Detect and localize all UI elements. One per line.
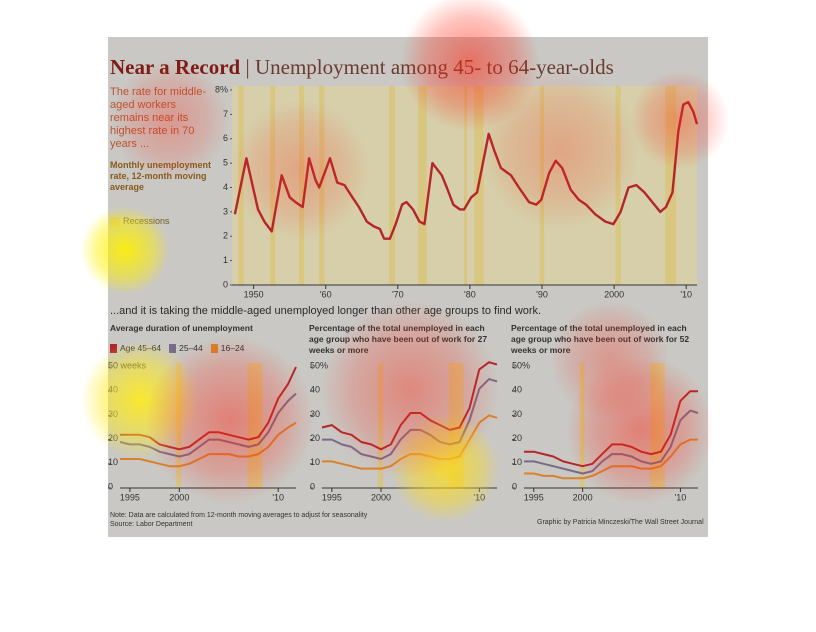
recession-band (247, 363, 263, 488)
recession-band (650, 363, 665, 488)
recession-legend: Recessions (110, 216, 170, 227)
y-tick-label: 1 (223, 255, 228, 265)
y-tick-label: 10 (512, 457, 522, 467)
y-tick-label: 0 (512, 481, 517, 491)
x-tick-label: '10 (473, 492, 485, 502)
legend-swatch (110, 216, 120, 227)
legend-label: Recessions (123, 216, 170, 226)
x-tick-label: 2000 (371, 492, 391, 502)
chart-title: Average duration of unemployment (110, 323, 253, 333)
y-tick-label: 30 (108, 409, 118, 419)
y-tick-label: 0 (310, 481, 315, 491)
recession-band (615, 86, 621, 285)
y-tick-label: 6 (223, 133, 228, 143)
subtitle: Unemployment among 45- to 64-year-olds (254, 55, 614, 79)
x-tick-label: 1950 (244, 289, 264, 299)
recession-band (665, 86, 677, 285)
legend-swatch (169, 344, 177, 354)
y-tick-label: 20 (512, 433, 522, 443)
data-line (322, 378, 498, 460)
legend-swatch (110, 344, 117, 354)
data-line (120, 366, 297, 451)
y-tick-label: 10 (108, 457, 118, 467)
y-tick-label: 30 (310, 409, 320, 419)
credit: Graphic by Patricia Minczeski/The Wall S… (537, 519, 704, 526)
recession-band (418, 86, 427, 285)
x-tick-label: 1995 (120, 492, 140, 502)
x-tick-label: '90 (536, 289, 548, 299)
title: Near a Record (110, 55, 241, 79)
x-tick-label: 2000 (604, 289, 624, 299)
data-line (120, 421, 297, 468)
recession-band (319, 86, 325, 285)
legend-item: 25–44 (169, 343, 203, 354)
recession-band (270, 86, 276, 285)
recession-band (579, 363, 585, 488)
data-line (524, 438, 698, 480)
x-tick-label: 1995 (322, 492, 342, 502)
y-tick-label: 7 (223, 109, 228, 119)
source: Source: Labor Department (110, 521, 193, 528)
data-line (524, 390, 698, 468)
legend-item: Age 45–64 (110, 343, 162, 354)
chart-title: Percentage of the total unemployed in ea… (309, 323, 488, 355)
data-line (233, 101, 699, 240)
y-tick-label: 2 (223, 231, 228, 241)
x-tick-label: '10 (680, 289, 692, 299)
x-tick-label: '10 (675, 492, 687, 502)
note: Note: Data are calculated from 12-month … (110, 512, 368, 519)
y-tick-label: 50 weeks (108, 360, 147, 370)
x-tick-label: '60 (320, 289, 332, 299)
y-tick-label: 0 (223, 279, 228, 289)
headline: Near a Record | Unemployment among 45- t… (110, 55, 614, 80)
recession-band (176, 363, 182, 488)
data-line (119, 392, 297, 458)
separator: | (245, 55, 250, 79)
x-tick-label: 1995 (524, 492, 544, 502)
y-tick-label: 20 (310, 433, 320, 443)
legend-label: Age 45–64 (120, 343, 162, 353)
data-line (322, 414, 498, 470)
y-tick-label: 50% (512, 360, 530, 370)
chart-title: Percentage of the total unemployed in ea… (511, 323, 690, 355)
y-tick-label: 30 (512, 409, 522, 419)
y-tick-label: 50% (310, 360, 328, 370)
chart-description: Monthly unemployment rate, 12-month movi… (110, 160, 211, 192)
x-tick-label: '70 (392, 289, 404, 299)
recession-band (299, 86, 305, 285)
y-tick-label: 5 (223, 158, 228, 168)
recession-band (378, 363, 383, 488)
recession-band (464, 86, 468, 285)
y-tick-label: 40 (512, 385, 522, 395)
y-tick-label: 10 (310, 457, 320, 467)
x-tick-label: 2000 (169, 492, 189, 502)
x-tick-label: 2000 (573, 492, 593, 502)
y-tick-label: 4 (223, 182, 228, 192)
subheading: ...and it is taking the middle-aged unem… (110, 305, 542, 317)
recession-band (539, 86, 545, 285)
legend-label: 25–44 (179, 343, 203, 353)
intro-text: The rate for middle-aged workers remains… (110, 86, 206, 150)
legend-swatch (210, 344, 218, 354)
y-tick-label: 20 (108, 433, 118, 443)
legend: Age 45–64 25–44 16–24 (110, 343, 252, 354)
y-tick-label: 40 (108, 385, 118, 395)
y-tick-label: 3 (223, 206, 228, 216)
x-tick-label: '80 (464, 289, 476, 299)
recession-band (389, 86, 395, 285)
y-tick-label: 8% (215, 84, 228, 94)
legend-label: 16–24 (220, 343, 245, 353)
footer-notes: Note: Data are calculated from 12-month … (110, 511, 367, 529)
x-tick-label: '10 (272, 492, 284, 502)
y-tick-label: 0 (108, 481, 113, 491)
y-tick-label: 40 (310, 385, 320, 395)
data-line (524, 409, 699, 475)
legend-item: 16–24 (210, 343, 245, 354)
